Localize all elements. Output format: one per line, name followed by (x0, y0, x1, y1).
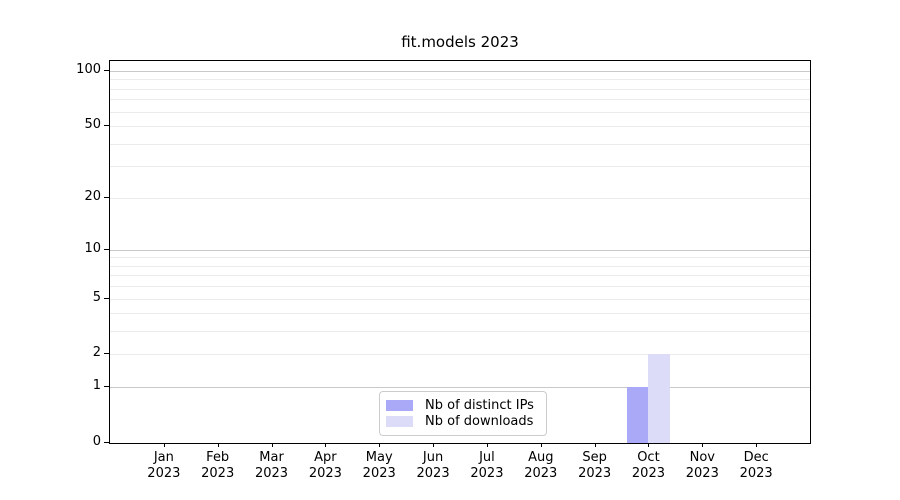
x-tick-month: Sep (582, 450, 607, 465)
y-tick-label: 50 (84, 117, 101, 133)
gridline-minor (110, 99, 810, 101)
gridline-minor (110, 197, 810, 199)
x-tick-year: 2023 (578, 465, 612, 481)
x-tick-mark (163, 443, 165, 447)
x-tick-mark (486, 443, 488, 447)
gridline-minor (110, 111, 810, 113)
gridline-minor (110, 257, 810, 259)
x-tick-label: Dec 2023 (724, 450, 788, 481)
x-tick-mark (756, 443, 758, 447)
x-tick-label: Apr 2023 (293, 450, 357, 481)
y-tick-label: 0 (92, 434, 101, 449)
legend-swatch-downloads-icon (386, 416, 413, 427)
x-tick-month: May (365, 450, 393, 465)
y-tick-mark (104, 353, 109, 355)
x-tick-year: 2023 (147, 465, 181, 481)
x-tick-month: Apr (314, 450, 337, 465)
x-tick-label: Oct 2023 (616, 450, 680, 481)
gridline-minor (110, 88, 810, 90)
x-tick-label: Feb 2023 (186, 450, 250, 481)
x-tick-year: 2023 (201, 465, 235, 481)
gridline-major (110, 71, 810, 72)
legend-swatch-distinct-ips-icon (386, 400, 413, 411)
x-tick-year: 2023 (308, 465, 342, 481)
plot-area (109, 60, 811, 444)
y-tick-label: 2 (92, 345, 101, 361)
legend: Nb of distinct IPs Nb of downloads (379, 391, 547, 436)
x-tick-year: 2023 (524, 465, 558, 481)
y-tick-label: 20 (84, 188, 101, 204)
legend-label-downloads: Nb of downloads (425, 414, 534, 429)
y-tick-label: 1 (92, 378, 101, 394)
gridline-minor (110, 298, 810, 300)
x-tick-label: May 2023 (347, 450, 411, 481)
x-tick-year: 2023 (416, 465, 450, 481)
x-tick-mark (217, 443, 219, 447)
x-tick-label: Jan 2023 (132, 450, 196, 481)
gridline-minor (110, 354, 810, 356)
y-tick-mark (104, 297, 109, 299)
gridline-minor (110, 313, 810, 315)
chart-title: fit.models 2023 (401, 33, 519, 51)
x-tick-month: Feb (206, 450, 230, 465)
y-tick-mark (104, 70, 109, 71)
x-tick-year: 2023 (739, 465, 773, 481)
x-tick-mark (379, 443, 381, 447)
y-tick-label: 10 (84, 240, 101, 256)
x-tick-mark (325, 443, 327, 447)
y-tick-label: 100 (76, 62, 101, 77)
x-tick-label: Jun 2023 (401, 450, 465, 481)
x-tick-month: Jan (153, 450, 174, 465)
x-tick-year: 2023 (631, 465, 665, 481)
gridline-minor (110, 143, 810, 145)
x-tick-year: 2023 (470, 465, 504, 481)
x-tick-year: 2023 (362, 465, 396, 481)
x-tick-month: Jun (422, 450, 444, 465)
y-tick-mark (104, 442, 109, 443)
legend-item-distinct-ips: Nb of distinct IPs (386, 398, 538, 413)
gridline-minor (110, 275, 810, 277)
y-tick-mark (104, 125, 109, 127)
x-tick-month: Oct (637, 450, 660, 465)
bar-downloads (648, 354, 670, 443)
x-tick-mark (594, 443, 596, 447)
x-tick-mark (271, 443, 273, 447)
gridline-minor (110, 265, 810, 267)
gridline-minor (110, 126, 810, 128)
gridline-major (110, 249, 810, 251)
x-tick-month: Aug (528, 450, 554, 465)
x-tick-mark (702, 443, 704, 447)
y-tick-mark (104, 248, 109, 250)
gridline-minor (110, 286, 810, 288)
x-tick-year: 2023 (254, 465, 289, 481)
x-tick-month: Dec (743, 450, 769, 465)
x-tick-label: Sep 2023 (563, 450, 627, 481)
x-tick-label: Mar 2023 (240, 450, 304, 481)
x-tick-month: Jul (479, 450, 495, 465)
x-tick-month: Mar (259, 450, 284, 465)
x-tick-mark (433, 443, 435, 447)
gridline-minor (110, 166, 810, 168)
x-tick-label: Aug 2023 (509, 450, 573, 481)
x-tick-label: Jul 2023 (455, 450, 519, 481)
gridline-major (110, 387, 810, 389)
legend-item-downloads: Nb of downloads (386, 414, 538, 429)
bar-distinct-ips (626, 387, 649, 443)
gridline-minor (110, 79, 810, 81)
x-tick-label: Nov 2023 (670, 450, 734, 481)
legend-label-distinct-ips: Nb of distinct IPs (425, 398, 534, 413)
y-tick-label: 5 (92, 289, 101, 305)
y-tick-mark (104, 196, 109, 198)
gridline-minor (110, 331, 810, 333)
x-tick-year: 2023 (685, 465, 719, 481)
x-tick-mark (648, 443, 650, 447)
x-tick-month: Nov (689, 450, 715, 465)
x-tick-mark (540, 443, 542, 447)
y-tick-mark (104, 386, 109, 388)
